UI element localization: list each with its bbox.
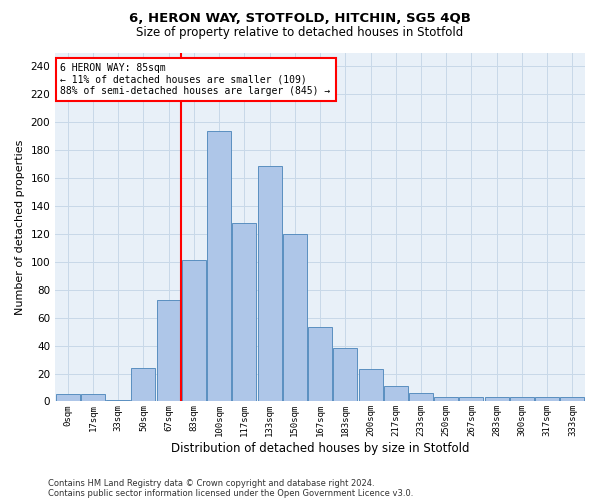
X-axis label: Distribution of detached houses by size in Stotfold: Distribution of detached houses by size …: [171, 442, 469, 455]
Bar: [359, 370, 383, 402]
Bar: [106, 400, 130, 402]
Bar: [257, 166, 281, 402]
Bar: [460, 397, 484, 402]
Bar: [510, 397, 534, 402]
Bar: [409, 393, 433, 402]
Bar: [131, 368, 155, 402]
Text: Size of property relative to detached houses in Stotfold: Size of property relative to detached ho…: [136, 26, 464, 39]
Bar: [334, 348, 357, 402]
Bar: [157, 300, 181, 402]
Bar: [384, 386, 408, 402]
Bar: [535, 397, 559, 402]
Bar: [232, 223, 256, 402]
Text: 6 HERON WAY: 85sqm
← 11% of detached houses are smaller (109)
88% of semi-detach: 6 HERON WAY: 85sqm ← 11% of detached hou…: [61, 63, 331, 96]
Bar: [434, 397, 458, 402]
Bar: [207, 130, 231, 402]
Text: Contains HM Land Registry data © Crown copyright and database right 2024.: Contains HM Land Registry data © Crown c…: [48, 478, 374, 488]
Bar: [81, 394, 105, 402]
Text: Contains public sector information licensed under the Open Government Licence v3: Contains public sector information licen…: [48, 488, 413, 498]
Bar: [182, 260, 206, 402]
Bar: [485, 397, 509, 402]
Bar: [56, 394, 80, 402]
Bar: [560, 397, 584, 402]
Bar: [283, 234, 307, 402]
Y-axis label: Number of detached properties: Number of detached properties: [15, 140, 25, 314]
Text: 6, HERON WAY, STOTFOLD, HITCHIN, SG5 4QB: 6, HERON WAY, STOTFOLD, HITCHIN, SG5 4QB: [129, 12, 471, 26]
Bar: [308, 328, 332, 402]
